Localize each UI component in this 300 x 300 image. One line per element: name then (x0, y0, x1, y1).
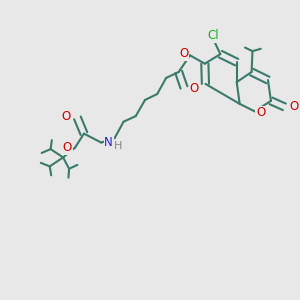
Text: Cl: Cl (207, 29, 219, 43)
Text: O: O (179, 47, 188, 60)
Text: N: N (104, 136, 113, 149)
Text: O: O (61, 110, 71, 123)
Text: O: O (290, 100, 299, 113)
Text: O: O (256, 106, 265, 119)
Text: H: H (114, 140, 122, 151)
Text: O: O (189, 82, 199, 95)
Text: O: O (63, 141, 72, 154)
